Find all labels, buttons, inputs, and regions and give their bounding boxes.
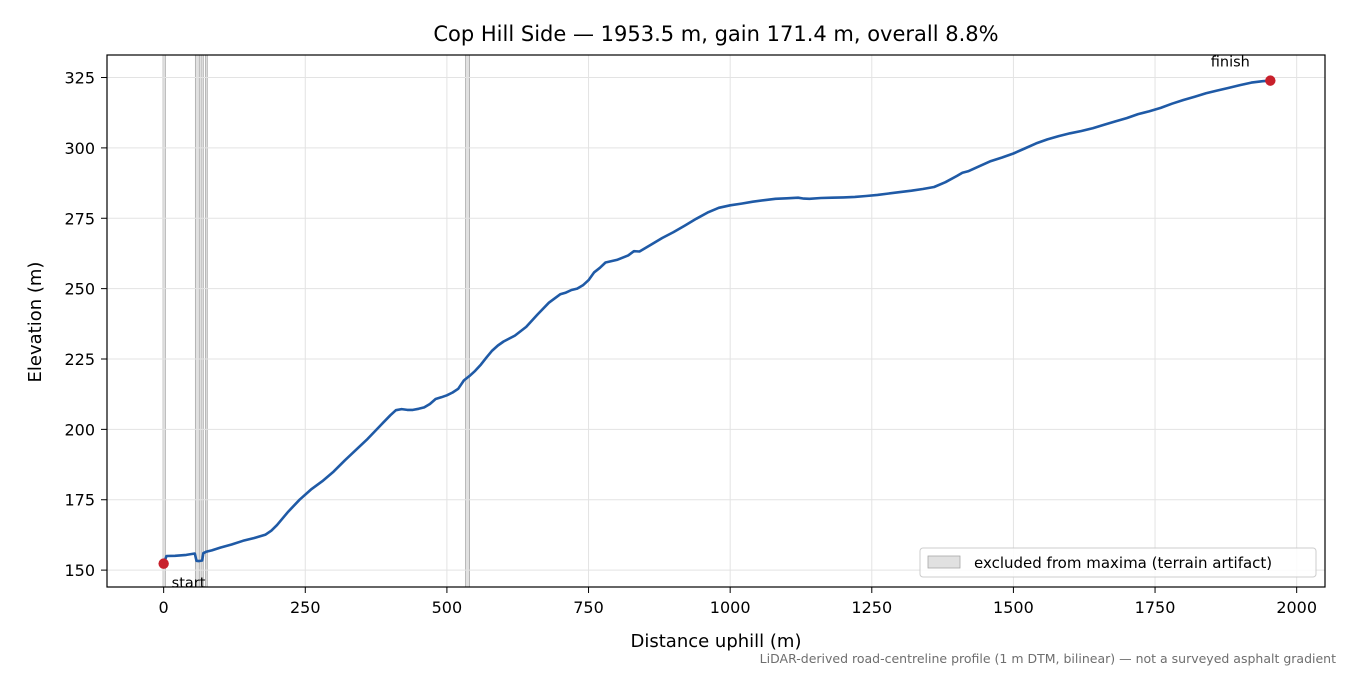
x-tick-label: 750 <box>573 598 604 617</box>
excluded-band <box>465 54 470 588</box>
legend-swatch-excluded <box>927 555 961 569</box>
legend: excluded from maxima (terrain artifact) <box>919 547 1317 578</box>
y-tick-label: 150 <box>64 561 95 580</box>
y-tick-label: 175 <box>64 491 95 510</box>
grid-lines <box>107 55 1325 587</box>
y-tick-label: 225 <box>64 350 95 369</box>
x-axis-label: Distance uphill (m) <box>631 631 802 652</box>
y-axis-ticks: 150 175 200 225 250 275 300 325 <box>64 69 107 580</box>
x-tick-label: 0 <box>159 598 169 617</box>
y-tick-label: 250 <box>64 280 95 299</box>
x-tick-label: 2000 <box>1276 598 1317 617</box>
y-tick-label: 325 <box>64 69 95 88</box>
x-tick-label: 500 <box>432 598 463 617</box>
data-source-caption: LiDAR-derived road-centreline profile (1… <box>759 651 1336 666</box>
legend-box <box>919 547 1317 578</box>
x-tick-label: 1750 <box>1135 598 1176 617</box>
y-tick-label: 300 <box>64 139 95 158</box>
excluded-band <box>200 54 204 588</box>
legend-label-excluded: excluded from maxima (terrain artifact) <box>974 554 1272 572</box>
x-tick-label: 1250 <box>851 598 892 617</box>
excluded-band <box>194 54 200 588</box>
start-label: start <box>172 576 206 592</box>
x-tick-label: 1500 <box>993 598 1034 617</box>
start-marker <box>158 558 169 569</box>
elevation-series-line <box>162 79 1271 565</box>
excluded-bands <box>162 54 470 588</box>
chart-title: Cop Hill Side — 1953.5 m, gain 171.4 m, … <box>433 22 998 46</box>
endpoint-markers: start finish <box>158 55 1276 592</box>
x-axis-ticks: 0 250 500 750 1000 1250 1500 1750 2000 <box>159 587 1317 617</box>
plot-frame <box>106 54 1326 588</box>
x-tick-label: 1000 <box>710 598 751 617</box>
finish-label: finish <box>1211 55 1250 71</box>
excluded-band <box>205 54 208 588</box>
y-axis-label: Elevation (m) <box>25 262 46 383</box>
finish-marker <box>1265 75 1276 86</box>
series-layer <box>162 79 1271 565</box>
x-tick-label: 250 <box>290 598 321 617</box>
y-tick-label: 200 <box>64 420 95 439</box>
y-tick-label: 275 <box>64 209 95 228</box>
